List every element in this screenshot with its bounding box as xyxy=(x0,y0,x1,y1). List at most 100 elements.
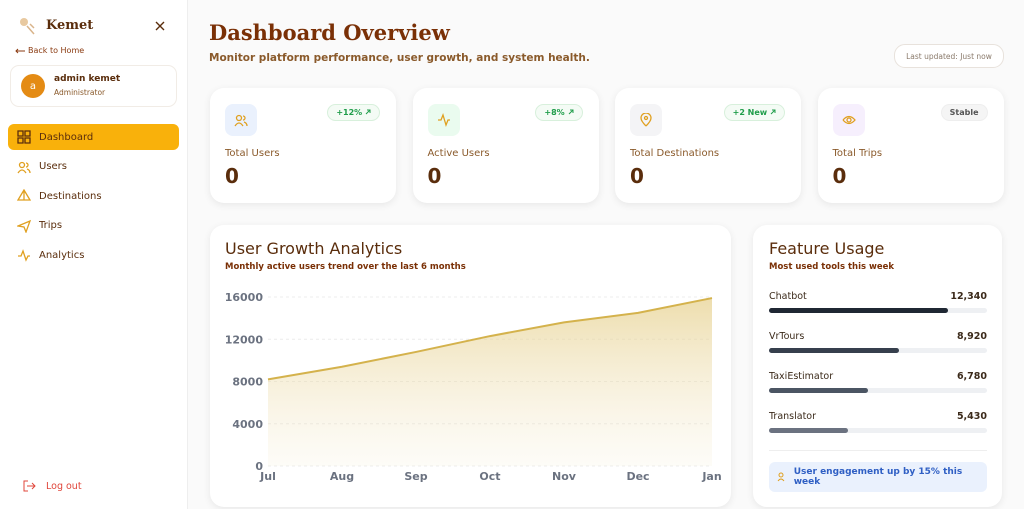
stat-badge: +12% xyxy=(327,104,380,121)
feature-name: TaxiEstimator xyxy=(769,371,834,382)
bar xyxy=(769,348,899,353)
x-tick-label: Oct xyxy=(479,470,500,483)
stat-label: Active Users xyxy=(427,148,490,159)
feature-title: Feature Usage xyxy=(769,239,885,258)
bar xyxy=(769,428,848,433)
stat-badge: Stable xyxy=(940,104,988,121)
feature-name: VrTours xyxy=(769,331,805,342)
icon xyxy=(17,219,31,233)
x-tick-label: Sep xyxy=(404,470,427,483)
back-text: Back to Home xyxy=(28,46,85,55)
icon xyxy=(640,113,652,127)
nav-item[interactable]: Dashboard xyxy=(8,124,179,150)
chart-subtitle: Monthly active users trend over the last… xyxy=(225,262,466,272)
icon xyxy=(17,189,31,201)
feature-name: Translator xyxy=(769,411,817,422)
badge-text: +8% xyxy=(544,108,565,117)
stat-value: 0 xyxy=(832,164,847,188)
feature-subtitle: Most used tools this week xyxy=(769,262,895,272)
y-tick-label: 4000 xyxy=(232,418,263,431)
note-icon xyxy=(777,472,785,482)
stat-badge: +8% xyxy=(535,104,583,121)
logout-icon xyxy=(23,480,36,492)
user-name: admin kemet xyxy=(54,74,121,84)
feature-value: 6,780 xyxy=(956,371,987,382)
stat-label: Total Destinations xyxy=(630,148,720,159)
stat-value: 0 xyxy=(225,164,239,188)
stat-icon xyxy=(427,104,460,136)
chart: 0 4000 8000 12000 16000 Jul Aug Sep Oct Nov Dec Jan xyxy=(225,291,722,483)
close-button[interactable] xyxy=(155,21,165,31)
nav-label: Dashboard xyxy=(39,131,94,143)
stat-card: Stable Total Trips 0 xyxy=(817,88,1004,203)
x-tick-label: Jan xyxy=(701,470,721,483)
x-tick-label: Aug xyxy=(330,470,354,483)
stat-label: Total Users xyxy=(225,148,280,159)
badge-arrow xyxy=(568,109,573,115)
logout[interactable]: Log out xyxy=(22,480,82,492)
back-arrow xyxy=(15,48,25,53)
note-text: User engagement up by 15% this week xyxy=(793,467,963,487)
stat-badge: +2 New xyxy=(723,104,785,121)
bar-track xyxy=(769,388,987,393)
badge-arrow xyxy=(365,109,371,115)
stat-icon xyxy=(225,104,257,136)
nav-label: Trips xyxy=(39,220,63,231)
y-tick-label: 8000 xyxy=(232,376,263,389)
divider xyxy=(769,450,987,451)
y-tick-label: 0 xyxy=(255,460,263,473)
x-tick-label: Nov xyxy=(552,470,577,483)
icon xyxy=(842,115,856,125)
nav-label: Users xyxy=(39,161,68,172)
feature-value: 8,920 xyxy=(956,331,987,342)
stat-card: +12% Total Users 0 xyxy=(210,88,396,203)
stat-card: +8% Active Users 0 xyxy=(412,88,599,203)
page-title: Dashboard Overview xyxy=(209,20,450,45)
y-tick-label: 12000 xyxy=(225,333,264,346)
bar xyxy=(769,308,949,313)
icon xyxy=(18,249,30,262)
feature-value: 12,340 xyxy=(950,291,987,302)
stat-icon xyxy=(832,104,865,136)
stat-icon xyxy=(630,104,662,136)
stat-value: 0 xyxy=(630,164,644,188)
brand: Kemet xyxy=(46,18,94,33)
sidebar: Kemet Back to Home a admin kemet Adminis… xyxy=(0,0,188,509)
logo xyxy=(20,18,35,35)
stat-value: 0 xyxy=(427,164,442,188)
badge-text: +12% xyxy=(336,108,363,117)
logout-text: Log out xyxy=(46,480,82,492)
icon xyxy=(234,114,248,127)
bar-track xyxy=(769,428,987,433)
x-tick-label: Jul xyxy=(259,470,276,483)
nav-item[interactable]: Users xyxy=(8,154,179,180)
nav-item[interactable]: Analytics xyxy=(8,242,179,268)
user-role: Administrator xyxy=(54,88,106,97)
y-tick-label: 16000 xyxy=(225,291,264,304)
chart-title: User Growth Analytics xyxy=(225,239,403,258)
icon xyxy=(17,130,31,144)
page-subtitle: Monitor platform performance, user growt… xyxy=(209,52,590,64)
area-fill xyxy=(268,298,712,466)
bar xyxy=(769,388,868,393)
icon xyxy=(17,161,31,173)
last-updated: Last updated: Just now xyxy=(894,44,1004,68)
nav-label: Destinations xyxy=(39,190,102,202)
user-card: a admin kemet Administrator xyxy=(11,66,176,106)
x-tick-label: Dec xyxy=(626,470,649,483)
feature-card: Feature Usage Most used tools this week … xyxy=(753,225,1002,507)
icon xyxy=(437,113,450,127)
nav-label: Analytics xyxy=(39,249,85,261)
engagement-note: User engagement up by 15% this week xyxy=(769,462,987,492)
badge-text: +2 New xyxy=(732,108,768,117)
area-line xyxy=(267,297,713,381)
stat-label: Total Trips xyxy=(832,148,883,159)
badge-text: Stable xyxy=(949,108,979,117)
feature-name: Chatbot xyxy=(769,291,807,302)
nav-item[interactable]: Destinations xyxy=(8,183,179,209)
avatar: a xyxy=(21,74,45,98)
badge-arrow xyxy=(770,109,776,115)
back-link[interactable]: Back to Home xyxy=(15,46,84,55)
nav-item[interactable]: Trips xyxy=(8,213,179,239)
